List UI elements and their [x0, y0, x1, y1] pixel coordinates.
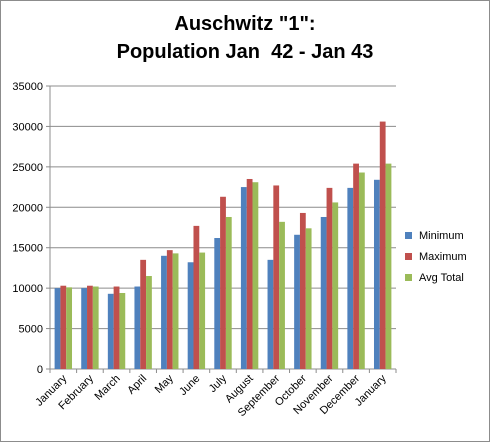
bar-minimum — [320, 216, 327, 369]
bar-maximum — [87, 285, 93, 369]
bar-minimum — [373, 179, 380, 369]
legend-label: Minimum — [419, 229, 464, 242]
bar-maximum — [220, 196, 226, 369]
bar-avg-total — [66, 287, 73, 369]
bar-maximum — [113, 286, 120, 369]
legend-item: Avg Total — [405, 267, 467, 288]
y-tick-label: 0 — [37, 364, 43, 376]
legend-label: Avg Total — [419, 271, 464, 284]
y-tick-label: 35000 — [12, 81, 43, 93]
bar-maximum — [379, 121, 386, 369]
y-tick-label: 10000 — [12, 283, 43, 295]
y-tick-label: 30000 — [12, 121, 43, 133]
bar-maximum — [299, 212, 306, 369]
bar-maximum — [193, 225, 200, 369]
x-tick-label: April — [125, 373, 149, 397]
bar-minimum — [81, 288, 88, 369]
y-tick-label: 25000 — [12, 162, 43, 174]
x-tick-label: July — [207, 372, 230, 395]
bar-maximum — [353, 163, 359, 369]
legend-item: Maximum — [405, 246, 467, 267]
bar-minimum — [161, 255, 167, 369]
legend-swatch — [405, 253, 412, 260]
y-tick-label: 15000 — [12, 243, 43, 255]
bar-avg-total — [385, 163, 392, 369]
y-tick-label: 20000 — [12, 202, 43, 214]
chart-title: Auschwitz "1": Population Jan 42 - Jan 4… — [0, 10, 490, 66]
bar-minimum — [347, 187, 354, 369]
bar-minimum — [294, 234, 300, 369]
bar-minimum — [240, 187, 247, 369]
bar-avg-total — [252, 182, 259, 369]
bar-avg-total — [225, 216, 232, 369]
bar-minimum — [107, 293, 114, 369]
bar-avg-total — [172, 253, 179, 369]
chart-title-line-2: Population Jan 42 - Jan 43 — [116, 41, 374, 63]
legend-label: Maximum — [419, 250, 467, 263]
bar-maximum — [140, 259, 147, 369]
bar-avg-total — [92, 286, 99, 369]
y-tick-label: 5000 — [19, 324, 43, 336]
bar-maximum — [60, 285, 67, 369]
bar-avg-total — [332, 202, 339, 369]
bar-maximum — [166, 250, 173, 369]
bar-avg-total — [199, 252, 206, 369]
bar-maximum — [246, 178, 253, 369]
bar-maximum — [273, 185, 280, 369]
bar-maximum — [326, 187, 333, 369]
bar-avg-total — [146, 276, 152, 369]
x-tick-label: May — [153, 372, 177, 396]
bar-minimum — [134, 286, 141, 369]
bar-minimum — [267, 259, 274, 369]
legend-swatch — [405, 232, 412, 239]
x-tick-label: March — [93, 373, 123, 403]
bar-minimum — [54, 288, 61, 369]
x-tick-label: June — [177, 373, 202, 398]
bar-avg-total — [119, 292, 126, 369]
legend: Minimum Maximum Avg Total — [405, 225, 467, 288]
bar-avg-total — [305, 228, 312, 369]
chart-title-line-1: Auschwitz "1": — [174, 13, 316, 35]
bar-minimum — [214, 238, 221, 369]
legend-item: Minimum — [405, 225, 467, 246]
legend-swatch — [405, 274, 412, 281]
bar-minimum — [187, 262, 194, 369]
bar-avg-total — [279, 221, 285, 369]
bar-avg-total — [358, 172, 365, 369]
